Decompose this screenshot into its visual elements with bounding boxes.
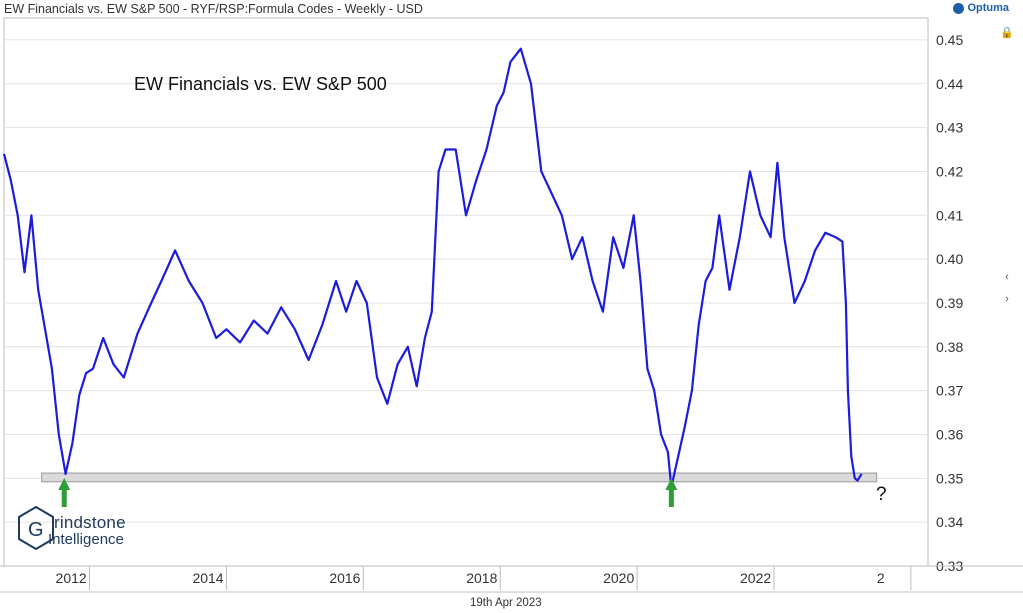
y-axis: 0.45 0.44 0.43 0.42 0.41 0.40 0.39 0.38 0.37 0.36… (936, 32, 963, 574)
chevron-right-icon[interactable]: › (1005, 293, 1009, 305)
chart-header: EW Financials vs. EW S&P 500 - RYF/RSP:F… (4, 2, 423, 16)
lock-icon[interactable]: 🔒 (1000, 27, 1014, 39)
chart-title: EW Financials vs. EW S&P 500 (134, 74, 387, 94)
x-axis: 2012 2014 2016 2018 2020 2022 2 (0, 565, 1023, 593)
optuma-icon (953, 2, 965, 14)
y-tick-label: 0.38 (936, 339, 963, 355)
y-tick-label: 0.39 (936, 295, 963, 311)
y-tick-label: 0.37 (936, 383, 963, 399)
svg-text:G: G (28, 519, 44, 541)
x-tick-label: 2014 (192, 570, 223, 586)
y-tick-label: 0.34 (936, 514, 963, 530)
x-tick-label: 2018 (466, 570, 497, 586)
y-tick-label: 0.45 (936, 32, 963, 48)
logo-line-1: rindstone (54, 513, 126, 532)
brand-name: Optuma (967, 2, 1009, 14)
y-tick-label: 0.43 (936, 120, 963, 136)
date-label: 19th Apr 2023 (470, 597, 542, 609)
series-line (2, 47, 863, 489)
x-tick-label: 2020 (603, 570, 634, 586)
y-tick-label: 0.44 (936, 76, 963, 92)
x-tick-label: 2012 (56, 570, 87, 586)
plot-area (3, 17, 929, 567)
hexagon-logo-icon: G (18, 505, 54, 551)
x-tick-label: 2016 (329, 570, 360, 586)
y-tick-label: 0.42 (936, 163, 963, 179)
x-tick-label: 2 (877, 570, 885, 586)
y-tick-label: 0.36 (936, 426, 963, 442)
arrows (58, 478, 678, 507)
y-tick-label: 0.35 (936, 470, 963, 486)
y-tick-label: 0.40 (936, 251, 963, 267)
up-arrow-icon (665, 478, 678, 507)
brand-logo: Optuma (953, 2, 1009, 14)
y-tick-label: 0.41 (936, 207, 963, 223)
up-arrow-icon (58, 478, 71, 507)
support-band (41, 472, 878, 483)
logo-line-2: Intelligence (48, 531, 124, 548)
chevron-left-icon[interactable]: ‹ (1005, 271, 1009, 283)
question-mark: ? (876, 484, 887, 505)
grindstone-logo: G rindstone Intelligence (16, 505, 166, 553)
x-tick-label: 2022 (740, 570, 771, 586)
